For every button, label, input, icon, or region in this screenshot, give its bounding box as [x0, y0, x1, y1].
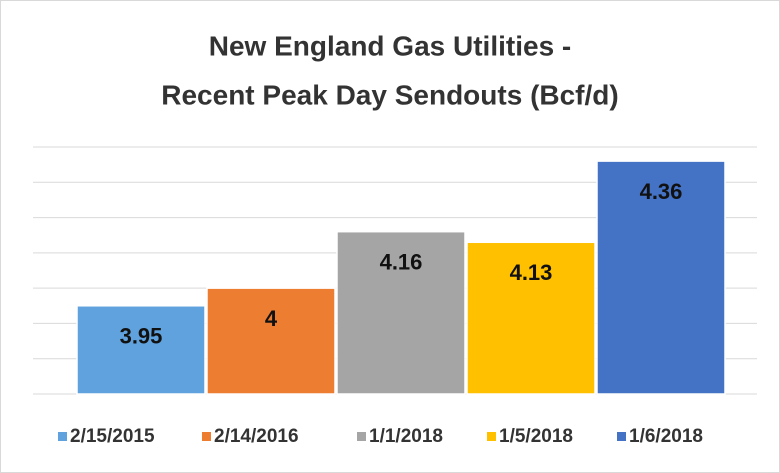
- chart-title: Recent Peak Day Sendouts (Bcf/d): [161, 79, 618, 110]
- legend-label: 1/6/2018: [629, 426, 703, 447]
- legend-swatch: [58, 432, 67, 441]
- legend-swatch: [617, 432, 626, 441]
- bar: [596, 160, 726, 395]
- legend-label: 1/1/2018: [369, 426, 443, 447]
- bar: [206, 287, 336, 395]
- bar: [466, 241, 596, 395]
- legend-swatch: [357, 432, 366, 441]
- legend-swatch: [202, 432, 211, 441]
- legend-label: 1/5/2018: [499, 426, 573, 447]
- legend-swatch: [487, 432, 496, 441]
- value-label: 4.13: [510, 260, 553, 285]
- legend-label: 2/14/2016: [214, 426, 299, 447]
- bar: [76, 305, 206, 395]
- legend-label: 2/15/2015: [70, 426, 155, 447]
- value-label: 4.16: [380, 249, 423, 274]
- value-label: 4: [265, 306, 278, 331]
- value-label: 4.36: [640, 179, 683, 204]
- value-label: 3.95: [120, 324, 163, 349]
- chart-title: New England Gas Utilities -: [209, 30, 572, 61]
- bar: [336, 230, 466, 395]
